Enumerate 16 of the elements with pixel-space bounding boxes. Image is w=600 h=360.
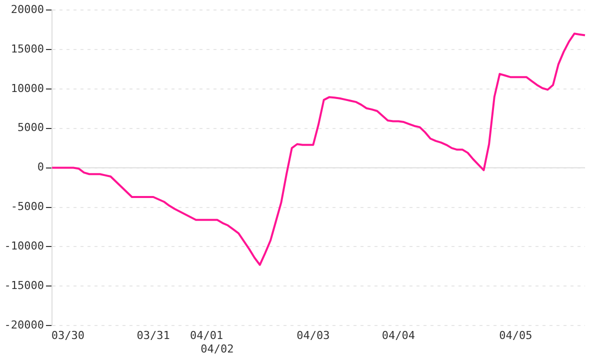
y-tick-label: -20000	[4, 318, 44, 332]
x-tick-label: 04/05	[499, 329, 532, 342]
y-tick-label: -5000	[10, 200, 44, 214]
y-tick-label: 10000	[10, 82, 44, 95]
y-tick-label: -15000	[4, 279, 44, 292]
y-tick-label: 20000	[10, 2, 44, 16]
y-tick-label: 0	[37, 160, 44, 174]
x-tick-label: 04/04	[382, 329, 416, 342]
y-tick-label: -10000	[4, 240, 44, 253]
y-tick-label: 15000	[10, 42, 44, 56]
x-tick-label: 03/31	[136, 329, 170, 342]
x-tick-label: 04/03	[296, 329, 330, 342]
x-tick-label: 04/02	[200, 342, 234, 356]
x-tick-label: 03/30	[51, 329, 85, 342]
x-tick-label: 04/01	[190, 329, 224, 342]
y-tick-label: 5000	[18, 121, 44, 134]
